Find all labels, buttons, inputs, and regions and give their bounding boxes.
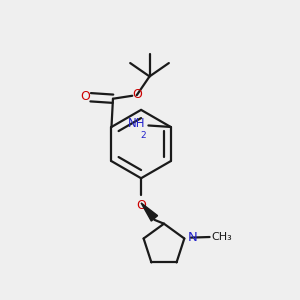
Text: O: O: [80, 90, 90, 103]
Text: CH₃: CH₃: [211, 232, 232, 242]
Text: NH: NH: [128, 118, 146, 130]
Text: N: N: [188, 230, 198, 244]
Text: O: O: [132, 88, 142, 101]
Text: 2: 2: [140, 131, 146, 140]
Polygon shape: [141, 203, 158, 221]
Text: O: O: [136, 199, 146, 212]
